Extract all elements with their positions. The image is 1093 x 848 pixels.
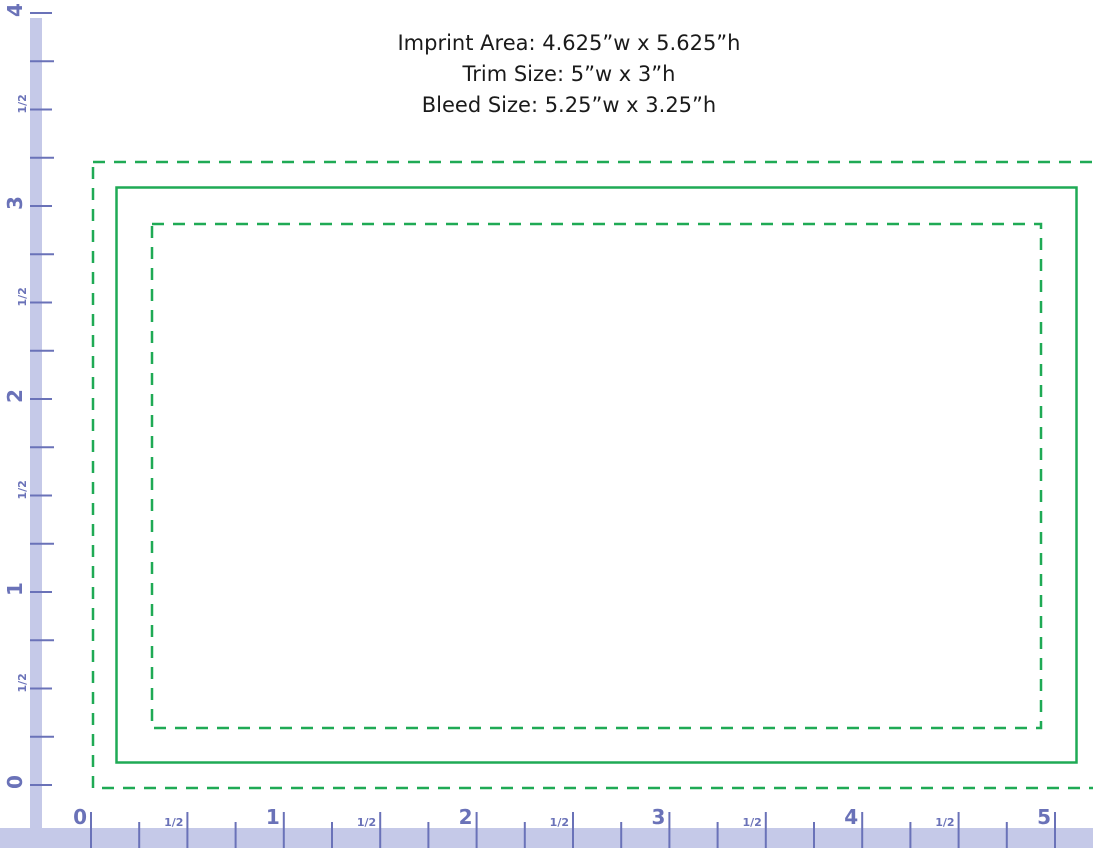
spec-text-block: Imprint Area: 4.625”w x 5.625”h Trim Siz…: [0, 28, 1093, 121]
h-ruler-label-half: 1/2: [357, 816, 376, 829]
v-ruler-label-4: 4: [3, 3, 27, 17]
v-ruler-label-0: 0: [3, 775, 27, 789]
trim-size-label: Trim Size: 5”w x 3”h: [462, 62, 676, 86]
h-ruler-label-half: 1/2: [935, 816, 954, 829]
bleed-line: [91, 160, 1093, 790]
v-ruler-label-half: 1/2: [16, 480, 29, 499]
h-ruler-label-3: 3: [651, 805, 665, 829]
h-ruler-label-1: 1: [266, 805, 280, 829]
v-ruler-label-1: 1: [3, 582, 27, 596]
h-ruler-label-half: 1/2: [742, 816, 761, 829]
v-ruler-label-3: 3: [3, 196, 27, 210]
h-ruler-label-5: 5: [1037, 805, 1051, 829]
bleed-size-label: Bleed Size: 5.25”w x 3.25”h: [421, 93, 717, 117]
imprint-area-label: Imprint Area: 4.625”w x 5.625”h: [397, 31, 741, 55]
horizontal-ruler-ticks: [90, 812, 1056, 848]
v-ruler-label-half: 1/2: [16, 673, 29, 692]
imprint-safe-line: [150, 222, 1043, 730]
h-ruler-label-0: 0: [73, 805, 87, 829]
vertical-ruler: 0 1/2 1 1/2 2 1/2 3 1/2 4: [3, 3, 54, 828]
vertical-ruler-labels: 0 1/2 1 1/2 2 1/2 3 1/2 4: [3, 3, 29, 789]
h-ruler-label-half: 1/2: [550, 816, 569, 829]
h-ruler-label-2: 2: [459, 805, 473, 829]
v-ruler-label-half: 1/2: [16, 287, 29, 306]
horizontal-ruler-labels: 0 1/2 1 1/2 2 1/2 3 1/2 4 1/2 5: [73, 805, 1051, 829]
vertical-ruler-bar: [30, 18, 42, 828]
horizontal-ruler-bar: [0, 828, 1093, 848]
h-ruler-label-4: 4: [844, 805, 858, 829]
v-ruler-label-2: 2: [3, 389, 27, 403]
v-ruler-label-half: 1/2: [16, 94, 29, 113]
h-ruler-label-half: 1/2: [164, 816, 183, 829]
trim-line: [115, 186, 1078, 764]
vertical-ruler-ticks: [30, 12, 54, 786]
horizontal-ruler: 0 1/2 1 1/2 2 1/2 3 1/2 4 1/2 5: [0, 805, 1093, 848]
